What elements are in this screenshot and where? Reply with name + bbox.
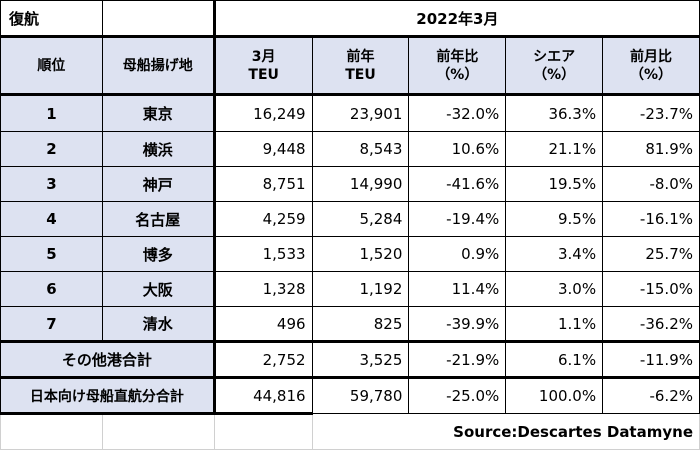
share-cell: 100.0% (505, 376, 604, 414)
teu-cell: 8,751 (212, 166, 313, 202)
mom-cell: 25.7% (602, 236, 700, 272)
share-cell: 21.1% (505, 131, 604, 167)
col-header-yoy-line2: （%） (436, 66, 479, 83)
yoy-cell: 11.4% (408, 271, 507, 307)
prev-teu-cell: 825 (311, 306, 410, 342)
col-header-teu-month-line1: 3月 (251, 48, 276, 65)
table-row: 2 横浜 9,448 8,543 10.6% 21.1% 81.9% (0, 131, 700, 167)
share-cell: 3.4% (505, 236, 604, 272)
mom-cell: -11.9% (602, 340, 700, 378)
yoy-cell: -25.0% (408, 376, 507, 414)
title-row: 復航 2022年3月 (0, 0, 700, 37)
prev-teu-cell: 8,543 (311, 131, 410, 167)
col-header-share: シエア （%） (505, 35, 604, 95)
teu-cell: 4,259 (212, 201, 313, 237)
port-cell: 神戸 (101, 166, 215, 202)
port-cell: 大阪 (101, 271, 215, 307)
yoy-cell: -19.4% (408, 201, 507, 237)
table-row: 4 名古屋 4,259 5,284 -19.4% 9.5% -16.1% (0, 201, 700, 237)
col-header-mom-line1: 前月比 (630, 48, 673, 65)
teu-cell: 1,533 (212, 236, 313, 272)
prev-teu-cell: 1,520 (311, 236, 410, 272)
rank-cell: 2 (0, 131, 103, 167)
teu-cell: 1,328 (212, 271, 313, 307)
mom-cell: -15.0% (602, 271, 700, 307)
col-header-yoy: 前年比 （%） (408, 35, 507, 95)
mom-cell: -8.0% (602, 166, 700, 202)
table-row: 7 清水 496 825 -39.9% 1.1% -36.2% (0, 306, 700, 342)
table-row: 5 博多 1,533 1,520 0.9% 3.4% 25.7% (0, 236, 700, 272)
other-ports-label: その他港合計 (0, 340, 215, 378)
prev-teu-cell: 3,525 (311, 340, 410, 378)
yoy-cell: -41.6% (408, 166, 507, 202)
mom-cell: -23.7% (602, 93, 700, 132)
table-row: 6 大阪 1,328 1,192 11.4% 3.0% -15.0% (0, 271, 700, 307)
header-row: 順位 母船揚げ地 3月 TEU 前年 TEU 前年比 （%） シエア （%） 前… (0, 35, 700, 95)
share-cell: 19.5% (505, 166, 604, 202)
yoy-cell: -39.9% (408, 306, 507, 342)
col-header-teu-prev-line2: TEU (345, 66, 376, 83)
rank-cell: 4 (0, 201, 103, 237)
port-cell: 東京 (101, 93, 215, 132)
col-header-mom-line2: （%） (630, 66, 673, 83)
source-blank-2 (101, 412, 215, 450)
col-header-yoy-line1: 前年比 (436, 48, 479, 65)
prev-teu-cell: 5,284 (311, 201, 410, 237)
share-cell: 6.1% (505, 340, 604, 378)
source-note: Source:Descartes Datamyne (311, 413, 700, 450)
title-blank (101, 0, 215, 37)
col-header-teu-prev-line1: 前年 (346, 48, 375, 65)
mom-cell: -36.2% (602, 306, 700, 342)
teu-cell: 9,448 (212, 131, 313, 167)
mom-cell: 81.9% (602, 131, 700, 167)
period-title: 2022年3月 (212, 0, 700, 37)
rank-cell: 5 (0, 236, 103, 272)
source-blank-1 (0, 412, 103, 450)
port-cell: 博多 (101, 236, 215, 272)
yoy-cell: 10.6% (408, 131, 507, 167)
source-blank-3 (213, 412, 313, 450)
teu-cell: 2,752 (212, 340, 313, 378)
other-ports-row: その他港合計 2,752 3,525 -21.9% 6.1% -11.9% (0, 340, 700, 378)
table-row: 1 東京 16,249 23,901 -32.0% 36.3% -23.7% (0, 93, 700, 132)
share-cell: 3.0% (505, 271, 604, 307)
total-label: 日本向け母船直航分合計 (0, 376, 215, 414)
share-cell: 9.5% (505, 201, 604, 237)
yoy-cell: -32.0% (408, 93, 507, 132)
teu-cell: 496 (212, 306, 313, 342)
col-header-teu-prev: 前年 TEU (311, 35, 410, 95)
rank-cell: 7 (0, 306, 103, 342)
rank-cell: 1 (0, 93, 103, 132)
mom-cell: -16.1% (602, 201, 700, 237)
port-cell: 名古屋 (101, 201, 215, 237)
prev-teu-cell: 23,901 (311, 93, 410, 132)
table-row: 3 神戸 8,751 14,990 -41.6% 19.5% -8.0% (0, 166, 700, 202)
col-header-port: 母船揚げ地 (101, 35, 215, 95)
rank-cell: 6 (0, 271, 103, 307)
port-cell: 清水 (101, 306, 215, 342)
mom-cell: -6.2% (602, 376, 700, 414)
yoy-cell: -21.9% (408, 340, 507, 378)
total-row: 日本向け母船直航分合計 44,816 59,780 -25.0% 100.0% … (0, 376, 700, 414)
prev-teu-cell: 59,780 (311, 376, 410, 414)
prev-teu-cell: 1,192 (311, 271, 410, 307)
yoy-cell: 0.9% (408, 236, 507, 272)
col-header-mom: 前月比 （%） (602, 35, 700, 95)
share-cell: 1.1% (505, 306, 604, 342)
col-header-share-line1: シエア (533, 48, 576, 65)
source-row: Source:Descartes Datamyne (0, 412, 700, 450)
share-cell: 36.3% (505, 93, 604, 132)
route-title: 復航 (0, 0, 103, 37)
port-cell: 横浜 (101, 131, 215, 167)
col-header-rank: 順位 (0, 35, 103, 95)
teu-cell: 44,816 (212, 376, 313, 414)
col-header-share-line2: （%） (533, 66, 576, 83)
col-header-teu-month: 3月 TEU (212, 35, 313, 95)
teu-cell: 16,249 (212, 93, 313, 132)
prev-teu-cell: 14,990 (311, 166, 410, 202)
col-header-teu-month-line2: TEU (248, 66, 279, 83)
rank-cell: 3 (0, 166, 103, 202)
